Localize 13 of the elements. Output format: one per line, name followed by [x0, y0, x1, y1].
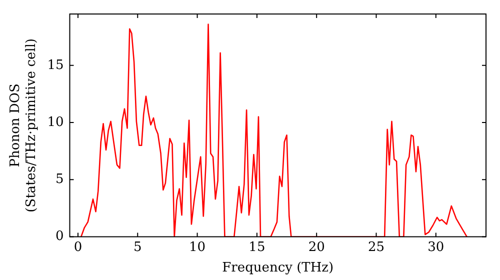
y-tick-label: 5	[55, 172, 64, 188]
x-axis-title: Frequency (THz)	[222, 260, 334, 276]
y-tick-label: 10	[47, 114, 64, 130]
y-tick-label: 15	[47, 58, 64, 73]
x-tick-label: 30	[428, 240, 444, 255]
x-tick-label: 10	[189, 240, 206, 255]
y-axis-title: Phonon DOS (States/THz·primitive cell)	[8, 38, 39, 212]
y-tick-label: 0	[55, 229, 64, 244]
x-tick-label: 5	[133, 240, 142, 255]
x-tick-label: 20	[308, 240, 325, 255]
x-tick-label: 0	[74, 240, 82, 255]
x-tick-label: 15	[248, 240, 266, 255]
x-tick-label: 25	[368, 240, 385, 255]
